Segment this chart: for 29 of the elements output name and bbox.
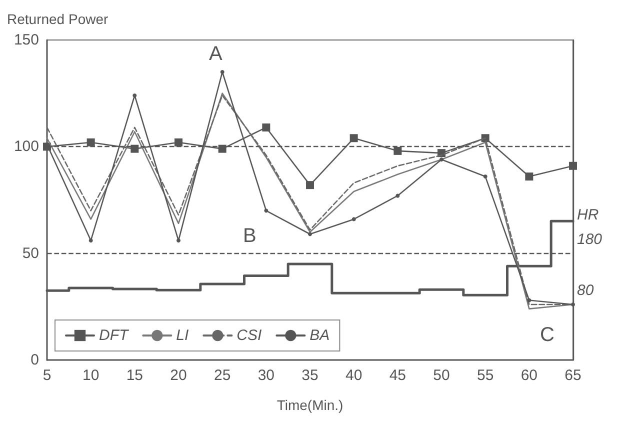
x-tick-label: 65 [564, 367, 582, 384]
x-tick-label: 20 [170, 367, 187, 384]
x-tick-label: 5 [42, 367, 52, 384]
x-tick-label: 10 [82, 367, 100, 384]
y-tick-label: 0 [30, 352, 39, 368]
annotation: C [540, 324, 554, 346]
x-axis-title: Time(Min.) [276, 397, 344, 413]
y-tick-label: 150 [14, 32, 39, 48]
y2-tick-label: 180 [577, 231, 603, 248]
x-tick-label: 30 [258, 367, 275, 384]
x-tick-label: 55 [476, 367, 494, 384]
x-tick-label: 50 [433, 367, 450, 384]
y2-axis-title: HR [577, 206, 599, 224]
annotation: A [209, 43, 223, 65]
x-tick-label: 25 [214, 367, 231, 384]
y2-tick-label: 80 [577, 282, 594, 300]
x-tick-label: 15 [126, 367, 144, 384]
legend-label: DFT [99, 327, 130, 344]
x-tick-label: 40 [345, 367, 362, 384]
y-axis-title: Returned Power [7, 11, 109, 27]
y-tick-label: 100 [14, 138, 39, 156]
x-tick-label: 45 [389, 367, 406, 384]
y-tick-label: 50 [22, 244, 39, 262]
annotation: B [243, 225, 256, 247]
legend-label: CSI [236, 327, 262, 344]
legend-label: LI [176, 327, 189, 344]
x-tick-label: 35 [302, 367, 318, 384]
legend-label: BA [310, 327, 330, 344]
x-tick-label: 60 [520, 367, 538, 384]
